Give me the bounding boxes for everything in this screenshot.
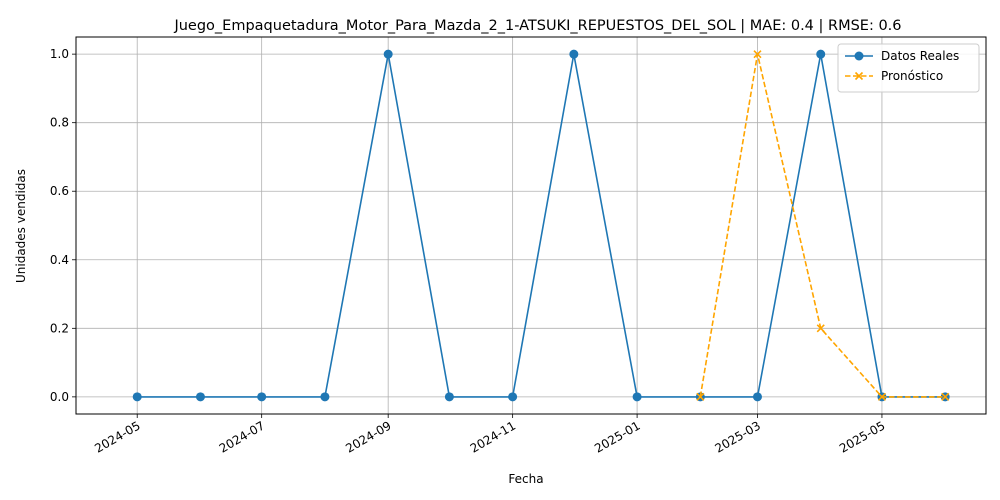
legend-label-datos-reales: Datos Reales <box>881 49 959 63</box>
data-point <box>132 392 142 402</box>
forecast-point <box>816 324 825 333</box>
data-point <box>508 392 518 402</box>
legend-label-pronostico: Pronóstico <box>881 69 943 83</box>
forecast-point <box>696 392 705 401</box>
y-tick-label: 0.2 <box>50 321 69 335</box>
grid-lines <box>76 37 986 414</box>
series-line-0 <box>137 53 946 398</box>
y-axis-ticks: 0.0 0.2 0.4 0.6 0.8 1.0 <box>50 47 76 404</box>
series-line-1 <box>699 53 946 398</box>
forecast-point <box>877 392 887 401</box>
x-tick-label: 2025-05 <box>837 418 887 455</box>
y-tick-label: 1.0 <box>50 47 69 61</box>
y-tick-label: 0.4 <box>50 253 69 267</box>
y-axis-label: Unidades vendidas <box>14 169 28 283</box>
x-tick-label: 2024-05 <box>92 418 142 455</box>
data-point <box>569 49 579 59</box>
data-point <box>816 49 826 59</box>
forecast-point <box>753 50 762 59</box>
plot-area-frame <box>75 36 987 415</box>
legend-marker-datos-reales <box>854 51 864 61</box>
forecast-point <box>941 392 950 401</box>
x-tick-label: 2025-01 <box>592 418 642 455</box>
data-point <box>383 49 393 59</box>
data-point <box>632 392 642 402</box>
legend-marker-pronostico <box>854 71 864 81</box>
x-tick-label: 2024-09 <box>343 418 393 455</box>
x-axis-label: Fecha <box>508 472 543 486</box>
x-axis-ticks: 2024-05 2024-07 2024-09 2024-11 2025-01 2025-… <box>92 414 887 456</box>
data-point <box>444 392 454 402</box>
series-layer <box>132 49 950 402</box>
x-tick-label: 2025-03 <box>713 418 763 455</box>
data-point <box>320 392 330 402</box>
x-tick-label: 2024-07 <box>217 418 267 455</box>
legend: Datos Reales Pronóstico <box>837 43 980 93</box>
chart-title: Juego_Empaquetadura_Motor_Para_Mazda_2_1… <box>173 18 901 34</box>
y-tick-label: 0.6 <box>50 184 69 198</box>
data-point <box>257 392 267 402</box>
data-point <box>195 392 205 402</box>
y-tick-label: 0.0 <box>50 390 69 404</box>
data-point <box>752 392 762 402</box>
y-tick-label: 0.8 <box>50 116 69 130</box>
x-tick-label: 2024-11 <box>468 418 518 455</box>
legend-box <box>837 43 980 93</box>
